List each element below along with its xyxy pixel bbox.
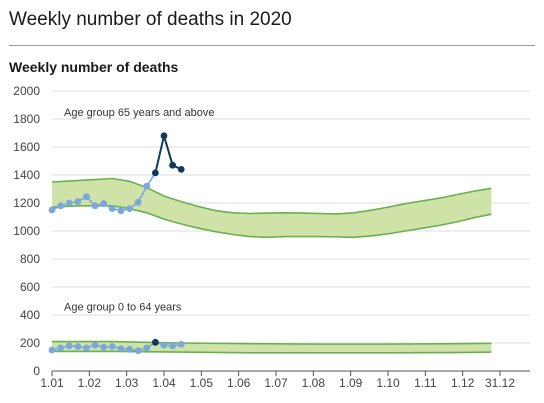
- data-point: [108, 343, 116, 350]
- data-point: [100, 200, 108, 208]
- series-segment: [154, 135, 165, 174]
- y-tick-label: 0: [33, 364, 40, 378]
- x-tick-label: 1.09: [339, 376, 363, 390]
- data-point: [91, 202, 99, 210]
- data-point: [169, 161, 177, 169]
- data-point: [48, 206, 56, 214]
- group-label: Age group 0 to 64 years: [64, 302, 182, 314]
- chart-title: Weekly number of deaths: [9, 59, 179, 75]
- x-tick-label: 1.02: [78, 376, 102, 390]
- data-point: [57, 202, 65, 210]
- y-tick-label: 400: [20, 308, 40, 322]
- expected-bands: [51, 177, 492, 354]
- data-point: [177, 341, 185, 348]
- data-point: [143, 344, 151, 352]
- data-point: [126, 345, 133, 353]
- data-point: [83, 193, 90, 201]
- data-point: [65, 199, 73, 207]
- x-tick-label: 1.08: [302, 376, 326, 390]
- expected-band-area: [52, 178, 492, 238]
- data-point: [108, 205, 116, 213]
- y-tick-label: 1000: [13, 224, 40, 238]
- data-point: [134, 347, 142, 355]
- data-point: [160, 341, 168, 349]
- group-annotations: Age group 65 years and above Age group 0 …: [64, 107, 214, 314]
- page-title: Weekly number of deaths in 2020: [9, 9, 292, 30]
- data-point: [126, 205, 133, 213]
- y-tick-label: 200: [20, 336, 40, 350]
- data-point: [143, 182, 151, 190]
- data-point: [100, 343, 108, 351]
- data-point: [74, 343, 82, 350]
- data-point: [134, 198, 142, 206]
- x-tick-label: 1.10: [376, 376, 400, 390]
- title-divider: [9, 45, 535, 46]
- data-point: [160, 132, 168, 140]
- data-point: [48, 346, 56, 354]
- y-tick-label: 1200: [13, 196, 40, 210]
- y-tick-label: 800: [20, 252, 40, 266]
- y-tick-label: 1600: [13, 140, 40, 154]
- data-point: [151, 169, 159, 177]
- data-point: [83, 344, 90, 352]
- group-label: Age group 65 years and above: [64, 107, 214, 119]
- y-tick-label: 600: [20, 280, 40, 294]
- x-tick-label: 1.06: [227, 376, 251, 390]
- axes: 0 200 400 600 800 1000 1200 1400 1600 1800 2000 1.0…: [13, 84, 530, 390]
- x-tick-label: 1.07: [264, 376, 288, 390]
- x-tick-label: 1.03: [115, 376, 139, 390]
- data-point: [117, 345, 125, 352]
- x-tick-label: 1.12: [451, 376, 475, 390]
- x-tick-label: 1.04: [152, 376, 176, 390]
- y-tick-label: 1400: [13, 168, 40, 182]
- x-tick-label: 1.05: [190, 376, 214, 390]
- y-tick-label: 2000: [13, 84, 40, 98]
- data-point: [169, 342, 177, 350]
- y-tick-label: 1800: [13, 112, 40, 126]
- x-tick-label: 1.01: [40, 376, 64, 390]
- data-point: [151, 338, 159, 346]
- x-tick-label: 31.12: [485, 376, 515, 390]
- weekly-deaths-series: [48, 132, 185, 355]
- expected-band-lower-line: [52, 350, 492, 354]
- data-point: [177, 166, 185, 173]
- data-point: [65, 342, 73, 350]
- expected-band-upper-line: [52, 340, 492, 345]
- expected-band-lower-line: [51, 205, 492, 239]
- data-point: [57, 344, 65, 352]
- series-segment: [163, 135, 174, 166]
- data-point: [91, 341, 99, 349]
- x-tick-label: 1.11: [414, 376, 437, 390]
- data-point: [117, 207, 125, 215]
- data-point: [74, 198, 82, 206]
